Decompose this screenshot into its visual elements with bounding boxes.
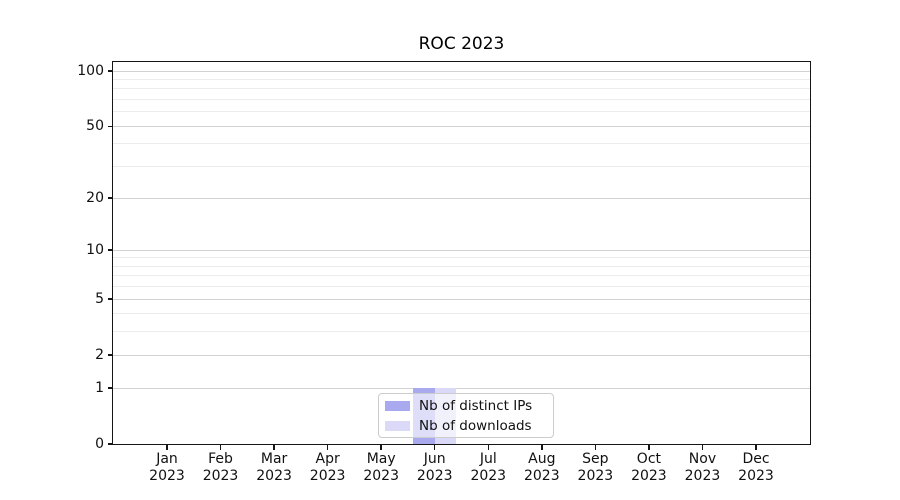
x-tick-mark	[701, 445, 704, 450]
gridline-major	[113, 125, 810, 127]
legend-swatch-distinct-ips	[385, 400, 410, 411]
x-tick-mark	[541, 445, 543, 450]
legend-swatch-downloads	[385, 420, 410, 431]
x-tick-label: Sep 2023	[577, 451, 614, 484]
x-tick-label: Feb 2023	[202, 451, 239, 484]
y-tick-label: 20	[86, 189, 104, 206]
y-tick-mark	[108, 298, 113, 300]
gridline-major	[113, 249, 810, 251]
x-tick-mark	[487, 445, 490, 450]
x-tick-mark	[380, 445, 382, 450]
x-tick-label: Mar 2023	[256, 451, 292, 484]
gridline-minor	[113, 143, 810, 145]
x-tick-mark	[219, 445, 222, 450]
x-tick-mark	[273, 445, 275, 450]
y-tick-mark	[108, 70, 113, 72]
gridline-major	[113, 70, 810, 72]
x-tick-mark	[166, 445, 168, 450]
gridline-minor	[113, 88, 810, 90]
gridline-minor	[113, 111, 810, 113]
y-tick-label: 10	[86, 242, 104, 259]
plot-area: Nb of distinct IPs Nb of downloads	[112, 61, 811, 445]
gridline-minor	[113, 313, 810, 315]
gridline-minor	[113, 286, 810, 288]
y-tick-mark	[108, 125, 113, 128]
x-tick-mark	[755, 445, 757, 450]
x-tick-label: Jul 2023	[470, 451, 507, 484]
gridline-major	[113, 298, 810, 300]
chart-title: ROC 2023	[418, 34, 505, 54]
y-tick-mark	[108, 354, 113, 356]
x-tick-label: Jun 2023	[416, 451, 453, 484]
gridline-minor	[113, 79, 810, 80]
legend-row-distinct-ips: Nb of distinct IPs	[379, 398, 553, 414]
x-tick-label: Nov 2023	[684, 451, 721, 484]
gridline-minor	[113, 331, 810, 333]
gridline-minor	[113, 265, 810, 267]
gridline-minor	[113, 99, 810, 101]
y-tick-mark	[108, 443, 113, 445]
x-tick-mark	[326, 445, 329, 450]
x-tick-label: Dec 2023	[738, 451, 774, 484]
y-tick-label: 1	[95, 379, 104, 396]
gridline-major	[113, 197, 810, 199]
y-tick-label: 0	[95, 436, 104, 452]
x-tick-label: Apr 2023	[309, 451, 346, 484]
y-tick-mark	[108, 249, 113, 251]
y-tick-label: 5	[95, 291, 104, 308]
y-tick-mark	[108, 197, 113, 199]
x-tick-label: Jan 2023	[149, 451, 185, 484]
y-tick-label: 50	[86, 118, 104, 135]
legend-label-distinct-ips: Nb of distinct IPs	[419, 397, 533, 414]
y-tick-label: 2	[95, 347, 104, 364]
gridline-major	[113, 354, 810, 356]
gridline-minor	[113, 275, 810, 277]
y-tick-mark	[108, 387, 113, 389]
gridline-minor	[113, 257, 810, 259]
x-tick-mark	[594, 445, 597, 450]
x-tick-label: Oct 2023	[631, 451, 667, 484]
y-tick-label: 100	[77, 63, 104, 80]
x-tick-mark	[648, 445, 650, 450]
gridline-major	[113, 387, 810, 389]
x-tick-mark	[433, 445, 436, 450]
legend-label-downloads: Nb of downloads	[419, 417, 532, 434]
x-tick-label: May 2023	[363, 451, 399, 484]
x-tick-label: Aug 2023	[523, 451, 560, 484]
legend-row-downloads: Nb of downloads	[379, 418, 553, 434]
gridline-minor	[113, 166, 810, 168]
legend: Nb of distinct IPs Nb of downloads	[378, 393, 554, 438]
